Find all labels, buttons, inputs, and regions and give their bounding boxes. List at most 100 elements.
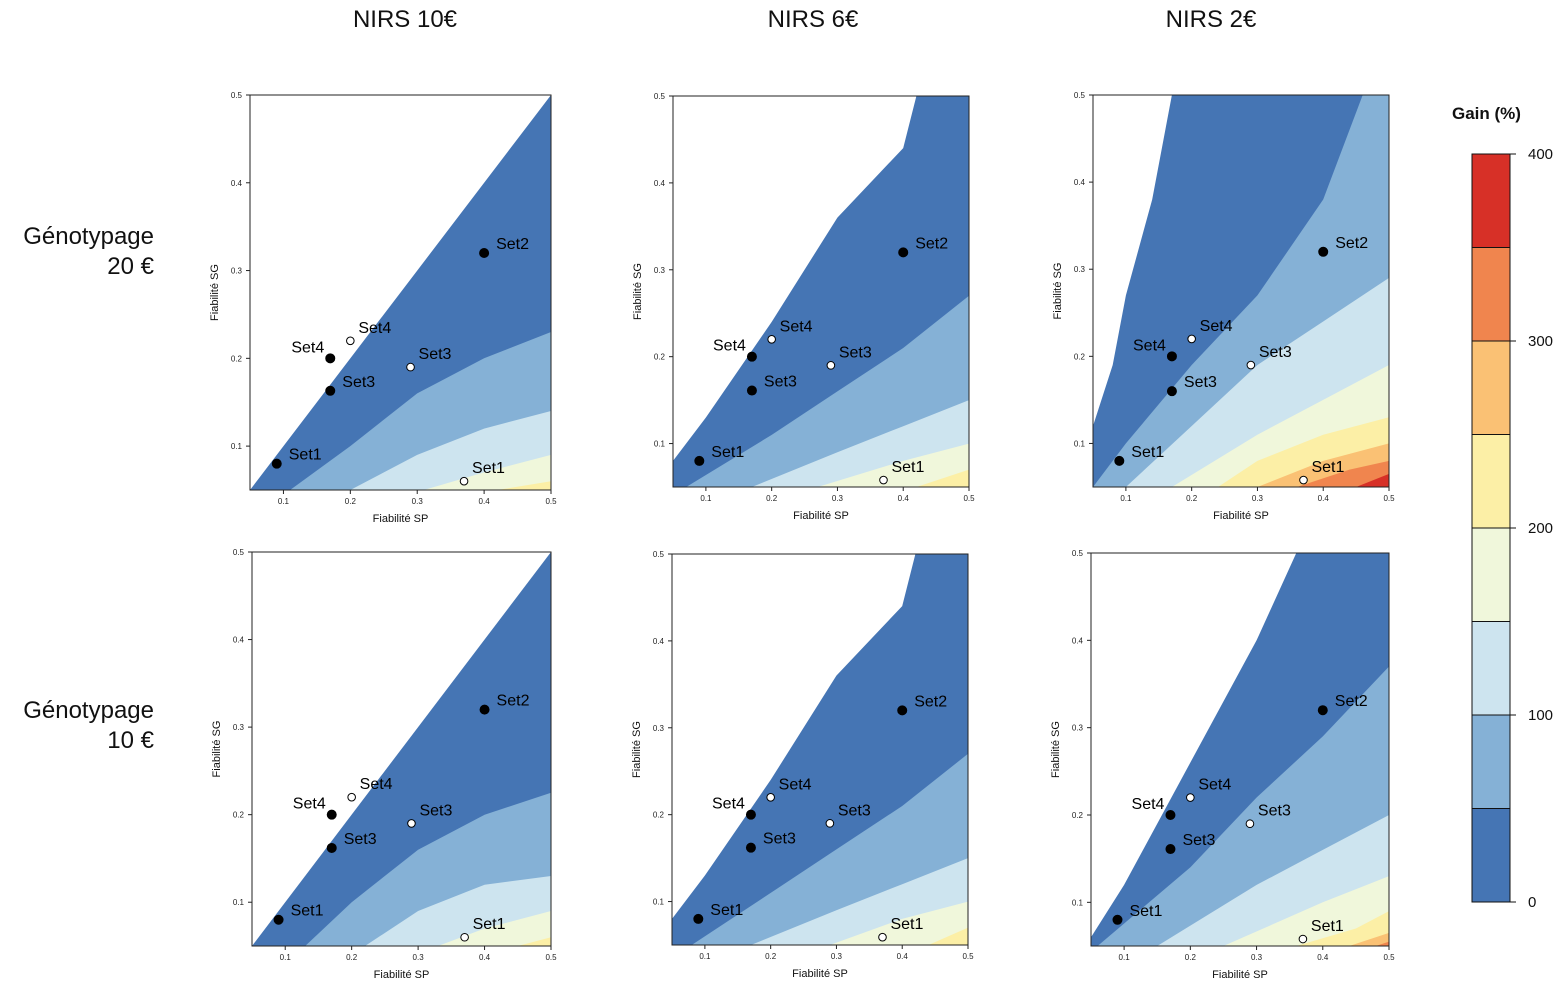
legend-tick-label: 0: [1528, 894, 1536, 911]
data-point: [325, 385, 336, 396]
x-tick-label: 0.4: [479, 953, 491, 962]
x-tick-label: 0.2: [1185, 953, 1197, 962]
point-label: Set4: [293, 796, 326, 813]
plot-frame: [672, 95, 970, 488]
row-label-genotypage-10: Génotypage 10 €: [0, 696, 154, 756]
y-tick-label: 0.3: [1074, 265, 1086, 274]
point-label: Set2: [915, 235, 948, 252]
contour-panel: 0.1 0.2 0.3 0.4 0.5 0.1 0.2 0.3 0.4 0.5 Fiabilité …: [1050, 549, 1395, 981]
point-label: Set3: [1182, 832, 1215, 849]
point-label: Set3: [342, 374, 375, 391]
point-label: Set4: [360, 776, 393, 793]
y-tick-label: 0.3: [233, 723, 245, 732]
y-tick-label: 0.5: [233, 548, 245, 557]
y-axis-label: Fiabilité SG: [1050, 721, 1062, 778]
x-tick-label: 0.2: [345, 497, 357, 506]
legend-swatch: [1471, 340, 1511, 435]
data-point: [746, 351, 757, 362]
point-label: Set2: [1335, 693, 1368, 710]
y-tick-label: 0.5: [1074, 91, 1086, 100]
x-tick-label: 0.4: [1318, 494, 1330, 503]
legend-swatch: [1471, 434, 1511, 529]
data-point: [1245, 819, 1255, 829]
point-label: Set3: [763, 831, 796, 848]
data-point: [694, 455, 705, 466]
data-point: [878, 932, 887, 942]
x-tick-label: 0.3: [831, 952, 843, 961]
y-axis-label: Fiabilité SG: [631, 721, 643, 778]
point-label: Set4: [1198, 777, 1231, 794]
column-title-nirs-2: NIRS 2€: [1165, 6, 1257, 33]
contour-band: [423, 454, 551, 490]
contour-band: [517, 937, 551, 946]
point-label: Set4: [1132, 796, 1165, 813]
data-point: [1298, 934, 1308, 944]
x-tick-label: 0.2: [765, 952, 777, 961]
data-point: [1299, 475, 1308, 485]
y-tick-label: 0.3: [654, 266, 666, 275]
plot-frame: [671, 553, 969, 946]
y-axis-label: Fiabilité SG: [632, 263, 644, 320]
point-label: Set4: [1133, 337, 1166, 354]
contour-band: [829, 901, 968, 945]
data-point: [825, 819, 835, 828]
point-label: Set1: [289, 447, 322, 464]
x-tick-label: 0.5: [545, 497, 557, 506]
data-point: [1246, 360, 1256, 370]
data-point: [271, 458, 282, 469]
x-axis-label: Fiabilité SP: [1212, 969, 1268, 981]
point-label: Set4: [291, 339, 324, 356]
x-tick-label: 0.1: [699, 952, 711, 961]
contour-panel: 0.1 0.2 0.3 0.4 0.5 0.1 0.2 0.3 0.4 0.5 Fiabilité …: [1052, 91, 1395, 522]
y-tick-label: 0.4: [654, 179, 666, 188]
data-point: [1186, 793, 1195, 802]
data-point: [326, 842, 337, 853]
plot-frame: [249, 94, 552, 491]
data-point: [1165, 844, 1176, 855]
point-label: Set4: [779, 776, 812, 793]
x-axis-label: Fiabilité SP: [373, 513, 429, 525]
column-title-nirs-6: NIRS 6€: [767, 6, 859, 33]
x-tick-label: 0.4: [898, 494, 910, 503]
data-point: [1318, 246, 1329, 257]
x-tick-label: 0.1: [278, 497, 290, 506]
data-point: [1317, 705, 1328, 716]
legend-tick-label: 100: [1528, 707, 1553, 724]
contour-band: [1296, 911, 1389, 946]
contour-band: [497, 481, 551, 490]
y-tick-label: 0.4: [1072, 636, 1084, 645]
legend-swatch: [1471, 527, 1511, 622]
row-label-genotypage-20: Génotypage 20 €: [0, 222, 154, 282]
point-label: Set3: [419, 802, 452, 819]
point-label: Set1: [710, 902, 743, 919]
data-point: [879, 475, 888, 485]
y-axis-label: Fiabilité SG: [209, 264, 221, 321]
point-label: Set3: [1259, 344, 1292, 361]
plot-frame: [1092, 94, 1390, 488]
y-tick-label: 0.4: [653, 637, 665, 646]
point-label: Set1: [473, 916, 506, 933]
point-label: Set1: [1311, 918, 1344, 935]
y-tick-label: 0.5: [653, 550, 665, 559]
y-tick-label: 0.3: [1072, 724, 1084, 733]
y-tick-label: 0.5: [1072, 549, 1084, 558]
x-tick-label: 0.1: [700, 494, 712, 503]
data-point: [1112, 914, 1123, 925]
legend-swatch: [1471, 808, 1511, 903]
data-point: [459, 476, 469, 486]
y-tick-label: 0.2: [1072, 811, 1084, 820]
y-tick-label: 0.4: [233, 636, 245, 645]
contour-band: [1375, 941, 1389, 946]
contour-band: [1356, 473, 1389, 487]
point-label: Set4: [1200, 318, 1233, 335]
y-tick-label: 0.1: [653, 898, 665, 907]
point-label: Set1: [1311, 459, 1344, 476]
contour-band: [1349, 932, 1389, 946]
point-label: Set1: [291, 903, 324, 920]
data-point: [767, 334, 776, 344]
point-label: Set2: [496, 236, 529, 253]
contour-panel: 0.1 0.2 0.3 0.4 0.5 0.1 0.2 0.3 0.4 0.5 Fiabilité …: [632, 92, 975, 522]
y-tick-label: 0.5: [654, 92, 666, 101]
x-tick-label: 0.3: [832, 494, 844, 503]
